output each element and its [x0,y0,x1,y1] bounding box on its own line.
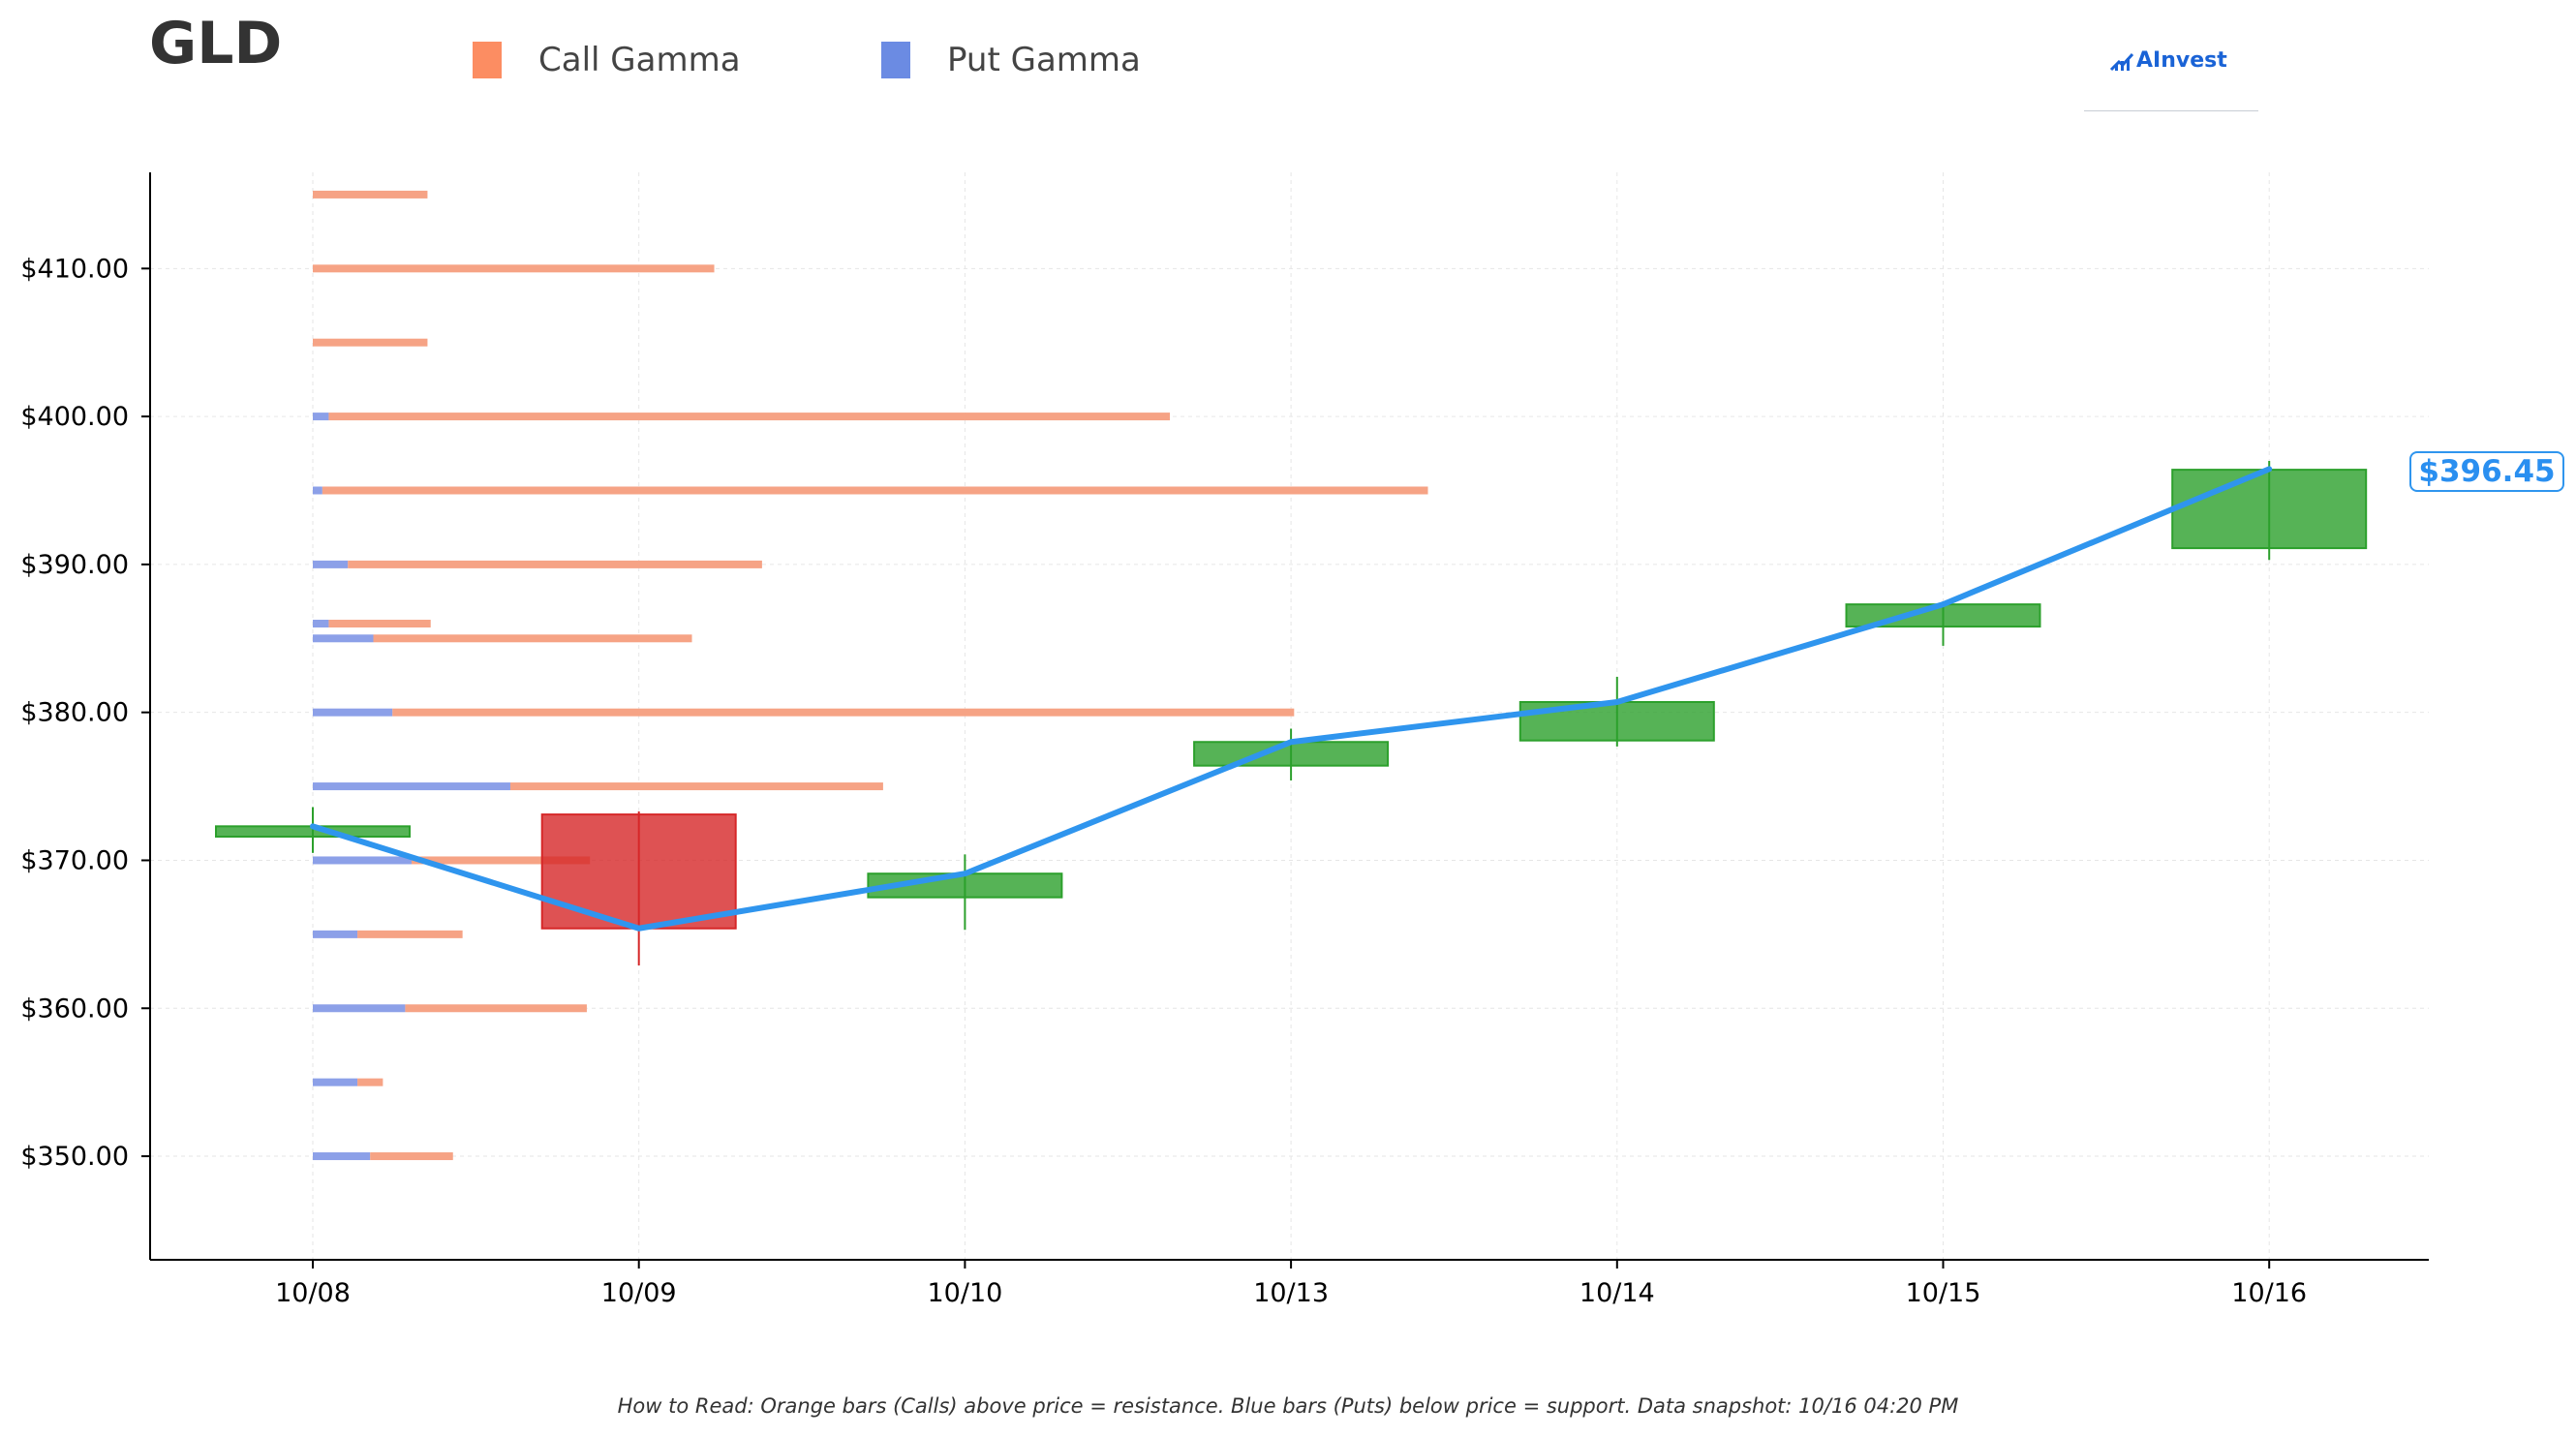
brand-logo: AInvest [2109,48,2227,73]
brand-chart-icon [2109,52,2134,71]
put-gamma-bar [313,1078,358,1086]
x-tick-label: 10/13 [1253,1278,1329,1308]
y-tick-label: $400.00 [20,402,129,432]
put-gamma-bar [313,930,358,938]
put-gamma-bar [313,1004,406,1013]
x-tick-label: 10/15 [1906,1278,1981,1308]
call-gamma-bar [411,856,591,865]
call-gamma-bar [370,1152,453,1161]
legend-put-gamma-label: Put Gamma [947,41,1141,79]
x-tick-label: 10/14 [1579,1278,1655,1308]
x-tick-label: 10/09 [601,1278,677,1308]
put-gamma-bar [313,1152,371,1161]
call-gamma-swatch [473,42,502,78]
put-gamma-bar [313,486,322,495]
y-tick-label: $350.00 [20,1142,129,1172]
put-gamma-bar [313,413,329,421]
y-tick-label: $390.00 [20,550,129,580]
x-tick-label: 10/16 [2231,1278,2307,1308]
y-tick-label: $370.00 [20,845,129,875]
legend-call-gamma-label: Call Gamma [538,41,741,79]
put-gamma-swatch [881,42,910,78]
candle-body [2171,469,2368,550]
gamma-bars [313,190,1428,1161]
put-gamma-bar [313,782,510,791]
y-tick-label: $360.00 [20,994,129,1024]
call-gamma-bar [392,708,1295,717]
axes: $350.00 $360.00 $370.00 $380.00 $390.00 $400.… [20,172,2429,1308]
call-gamma-bar [509,782,883,791]
y-tick-label: $380.00 [20,698,129,728]
put-gamma-bar [313,634,374,643]
close-line-series [310,466,2273,932]
legend-call-gamma: Call Gamma [473,41,741,79]
brand-name: AInvest [2136,48,2227,73]
x-tick-label: 10/10 [927,1278,1002,1308]
call-gamma-bar [357,930,463,938]
put-gamma-bar [313,620,329,628]
current-price-label: $396.45 [2409,451,2564,492]
call-gamma-bar [328,620,431,628]
call-gamma-bar [313,264,715,273]
y-tick-label: $410.00 [20,254,129,284]
candle-body [1193,741,1390,767]
put-gamma-bar [313,708,393,717]
how-to-read-note: How to Read: Orange bars (Calls) above p… [617,1394,1959,1418]
put-gamma-bar [313,856,412,865]
brand-underline [2084,110,2258,111]
close-price-line [310,466,2273,932]
call-gamma-bar [373,634,692,643]
legend-put-gamma: Put Gamma [881,41,1141,79]
call-gamma-bar [313,338,428,347]
call-gamma-bar [348,560,762,568]
ticker-title: GLD [149,10,283,77]
put-gamma-bar [313,560,349,568]
call-gamma-bar [357,1078,383,1086]
call-gamma-bar [405,1004,587,1013]
call-gamma-bar [322,486,1428,495]
candle-body [540,813,737,930]
call-gamma-bar [328,413,1171,421]
call-gamma-bar [313,190,428,199]
x-tick-label: 10/08 [275,1278,351,1308]
